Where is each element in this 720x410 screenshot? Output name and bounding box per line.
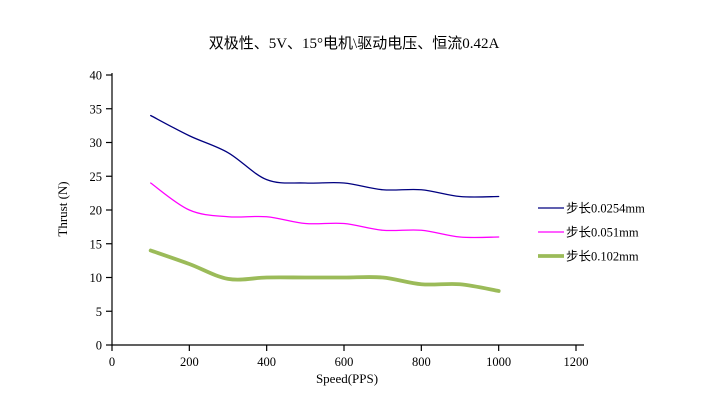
y-tick-label: 0 [96, 339, 102, 353]
legend-label-2: 步长0.102mm [566, 250, 639, 264]
x-tick-label: 600 [335, 355, 354, 369]
y-axis-title: Thrust (N) [55, 181, 70, 236]
legend-label-0: 步长0.0254mm [566, 202, 645, 216]
legend-label-1: 步长0.051mm [566, 226, 639, 240]
x-tick-label: 1200 [564, 355, 589, 369]
x-tick-label: 200 [180, 355, 199, 369]
axis-ticks [106, 74, 577, 351]
legend-item-0: 步长0.0254mm [538, 202, 645, 216]
x-tick-label: 400 [257, 355, 276, 369]
y-tick-label: 30 [90, 136, 103, 150]
axes [111, 73, 584, 346]
y-tick-label: 5 [96, 305, 102, 319]
x-tick-label: 800 [412, 355, 431, 369]
x-tick-label: 0 [109, 355, 115, 369]
y-tick-label: 40 [90, 69, 103, 83]
x-tick-label: 1000 [486, 355, 511, 369]
y-tick-label: 35 [90, 102, 103, 116]
x-axis-title: Speed(PPS) [316, 371, 378, 386]
series-line-1 [150, 182, 500, 239]
legend-item-2: 步长0.102mm [538, 250, 639, 264]
y-tick-label: 25 [90, 170, 103, 184]
series-line-2 [148, 248, 501, 293]
y-tick-label: 10 [90, 271, 103, 285]
y-tick-label: 20 [90, 204, 103, 218]
chart-title: 双极性、5V、15°电机\驱动电压、恒流0.42A [209, 35, 500, 52]
series-line-0 [150, 114, 500, 198]
data-series [148, 114, 501, 293]
y-tick-label: 15 [90, 237, 103, 251]
legend: 步长0.0254mm 步长0.051mm 步长0.102mm [538, 202, 645, 264]
legend-item-1: 步长0.051mm [538, 226, 639, 240]
